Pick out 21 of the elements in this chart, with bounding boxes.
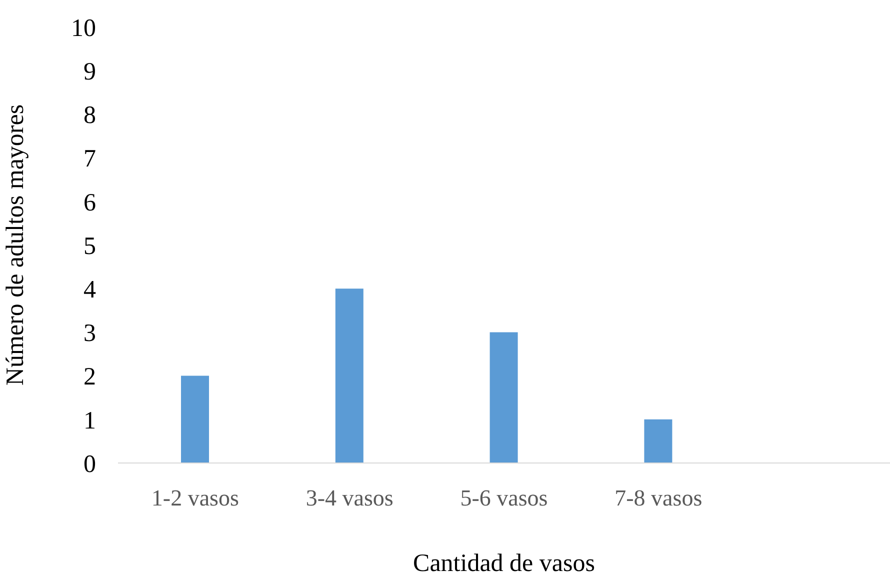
y-tick-label: 2	[84, 364, 96, 391]
y-tick-label: 4	[84, 276, 96, 304]
bar	[490, 332, 518, 463]
x-tick-label: 3-4 vasos	[306, 485, 394, 510]
y-tick-label: 3	[84, 320, 96, 348]
y-tick-label: 10	[71, 14, 96, 42]
y-tick-label: 1	[84, 407, 96, 434]
y-axis-title: Número de adultos mayores	[2, 104, 29, 386]
y-tick-label: 0	[84, 450, 96, 478]
y-tick-label: 5	[84, 232, 96, 260]
x-tick-label: 7-8 vasos	[614, 485, 702, 510]
x-tick-label: 5-6 vasos	[460, 485, 548, 510]
bar	[181, 376, 209, 463]
bar	[335, 288, 364, 463]
y-tick-label: 8	[84, 102, 96, 130]
y-tick-label: 7	[84, 146, 96, 173]
y-tick-label: 6	[84, 189, 96, 216]
bar	[644, 419, 672, 463]
y-tick-label: 9	[84, 58, 96, 86]
x-axis-title: Cantidad de vasos	[413, 550, 595, 577]
x-tick-label: 1-2 vasos	[151, 485, 240, 510]
